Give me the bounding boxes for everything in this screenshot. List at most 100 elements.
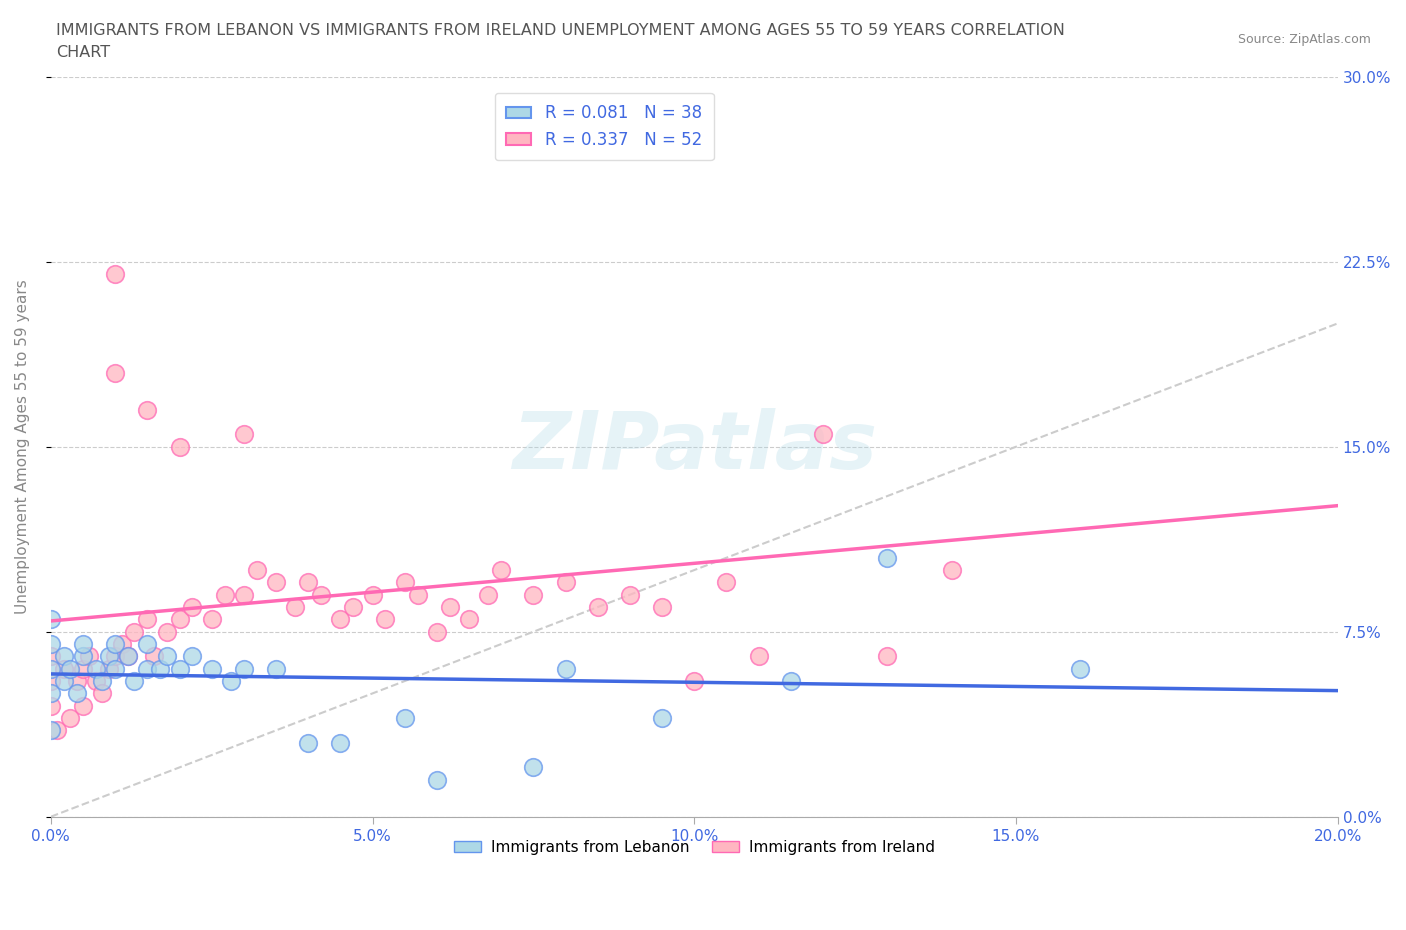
Point — [748, 649, 770, 664]
Point — [329, 736, 352, 751]
Point — [72, 661, 94, 676]
Point — [59, 711, 82, 725]
Point — [84, 661, 107, 676]
Y-axis label: Unemployment Among Ages 55 to 59 years: Unemployment Among Ages 55 to 59 years — [15, 279, 30, 614]
Point — [201, 661, 224, 676]
Point — [406, 588, 429, 603]
Point — [426, 772, 449, 787]
Point — [91, 686, 114, 701]
Point — [219, 673, 242, 688]
Point — [39, 637, 62, 652]
Point — [651, 600, 673, 615]
Point — [117, 649, 139, 664]
Point — [394, 711, 416, 725]
Point — [136, 403, 159, 418]
Point — [39, 649, 62, 664]
Point — [39, 612, 62, 627]
Point — [65, 686, 87, 701]
Point — [232, 588, 254, 603]
Point — [149, 661, 172, 676]
Legend: Immigrants from Lebanon, Immigrants from Ireland: Immigrants from Lebanon, Immigrants from… — [447, 833, 941, 861]
Point — [65, 673, 87, 688]
Point — [156, 649, 179, 664]
Point — [39, 698, 62, 713]
Point — [284, 600, 307, 615]
Point — [52, 649, 75, 664]
Point — [169, 661, 191, 676]
Text: IMMIGRANTS FROM LEBANON VS IMMIGRANTS FROM IRELAND UNEMPLOYMENT AMONG AGES 55 TO: IMMIGRANTS FROM LEBANON VS IMMIGRANTS FR… — [56, 23, 1066, 38]
Point — [586, 600, 609, 615]
Point — [124, 624, 146, 639]
Point — [79, 649, 101, 664]
Point — [246, 563, 269, 578]
Point — [554, 106, 576, 121]
Point — [394, 575, 416, 590]
Point — [181, 649, 204, 664]
Point — [142, 649, 165, 664]
Point — [156, 624, 179, 639]
Point — [39, 723, 62, 737]
Point — [876, 551, 898, 565]
Point — [426, 624, 449, 639]
Point — [361, 588, 384, 603]
Point — [477, 588, 499, 603]
Point — [554, 661, 576, 676]
Point — [651, 711, 673, 725]
Point — [104, 267, 127, 282]
Point — [59, 661, 82, 676]
Point — [52, 661, 75, 676]
Point — [554, 575, 576, 590]
Point — [683, 673, 706, 688]
Point — [522, 760, 544, 775]
Point — [201, 612, 224, 627]
Point — [458, 612, 481, 627]
Point — [232, 427, 254, 442]
Point — [97, 661, 120, 676]
Point — [309, 588, 332, 603]
Text: ZIPatlas: ZIPatlas — [512, 407, 877, 485]
Point — [104, 365, 127, 380]
Point — [52, 673, 75, 688]
Point — [297, 575, 319, 590]
Point — [264, 575, 287, 590]
Point — [72, 698, 94, 713]
Point — [439, 600, 461, 615]
Point — [489, 563, 512, 578]
Point — [91, 673, 114, 688]
Point — [104, 649, 127, 664]
Text: Source: ZipAtlas.com: Source: ZipAtlas.com — [1237, 33, 1371, 46]
Point — [232, 661, 254, 676]
Point — [104, 637, 127, 652]
Point — [619, 588, 641, 603]
Point — [169, 439, 191, 454]
Point — [136, 637, 159, 652]
Point — [136, 612, 159, 627]
Point — [84, 673, 107, 688]
Point — [124, 673, 146, 688]
Point — [169, 612, 191, 627]
Point — [264, 661, 287, 676]
Point — [1069, 661, 1091, 676]
Point — [72, 637, 94, 652]
Point — [117, 649, 139, 664]
Point — [46, 723, 69, 737]
Point — [342, 600, 364, 615]
Point — [779, 673, 801, 688]
Point — [522, 588, 544, 603]
Point — [941, 563, 963, 578]
Point — [297, 736, 319, 751]
Point — [876, 649, 898, 664]
Point — [97, 649, 120, 664]
Text: CHART: CHART — [56, 45, 110, 60]
Point — [214, 588, 236, 603]
Point — [104, 661, 127, 676]
Point — [39, 673, 62, 688]
Point — [110, 637, 132, 652]
Point — [374, 612, 396, 627]
Point — [136, 661, 159, 676]
Point — [39, 686, 62, 701]
Point — [181, 600, 204, 615]
Point — [716, 575, 738, 590]
Point — [811, 427, 834, 442]
Point — [39, 661, 62, 676]
